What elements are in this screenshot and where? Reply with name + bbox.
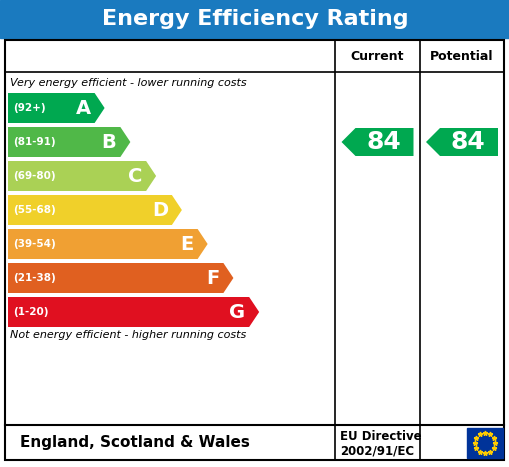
Polygon shape (8, 161, 156, 191)
Text: EU Directive: EU Directive (340, 431, 421, 444)
Polygon shape (8, 93, 105, 123)
Text: C: C (128, 167, 142, 185)
Text: A: A (75, 99, 91, 118)
Text: Potential: Potential (430, 50, 494, 63)
Text: (55-68): (55-68) (13, 205, 56, 215)
Text: 2002/91/EC: 2002/91/EC (340, 445, 414, 458)
Text: (92+): (92+) (13, 103, 46, 113)
Polygon shape (8, 127, 130, 157)
Text: (1-20): (1-20) (13, 307, 48, 317)
Text: D: D (152, 200, 168, 219)
Polygon shape (8, 297, 259, 327)
Text: 84: 84 (366, 130, 401, 154)
Text: E: E (180, 234, 193, 254)
Text: (39-54): (39-54) (13, 239, 56, 249)
Polygon shape (426, 128, 498, 156)
Text: Not energy efficient - higher running costs: Not energy efficient - higher running co… (10, 330, 246, 340)
Text: Very energy efficient - lower running costs: Very energy efficient - lower running co… (10, 78, 247, 88)
Text: (81-91): (81-91) (13, 137, 55, 147)
Polygon shape (8, 229, 208, 259)
Bar (0, 0, 509, 38)
Text: 84: 84 (450, 130, 486, 154)
Polygon shape (8, 195, 182, 225)
Polygon shape (8, 263, 234, 293)
Text: England, Scotland & Wales: England, Scotland & Wales (20, 436, 250, 451)
Bar (5, 40, 504, 460)
Text: F: F (206, 269, 219, 288)
Bar (467, 428, 503, 458)
Text: B: B (102, 133, 117, 151)
Text: Energy Efficiency Rating: Energy Efficiency Rating (102, 9, 408, 29)
Polygon shape (342, 128, 413, 156)
Text: G: G (229, 303, 245, 321)
Text: (21-38): (21-38) (13, 273, 56, 283)
Text: Current: Current (351, 50, 404, 63)
Text: (69-80): (69-80) (13, 171, 55, 181)
